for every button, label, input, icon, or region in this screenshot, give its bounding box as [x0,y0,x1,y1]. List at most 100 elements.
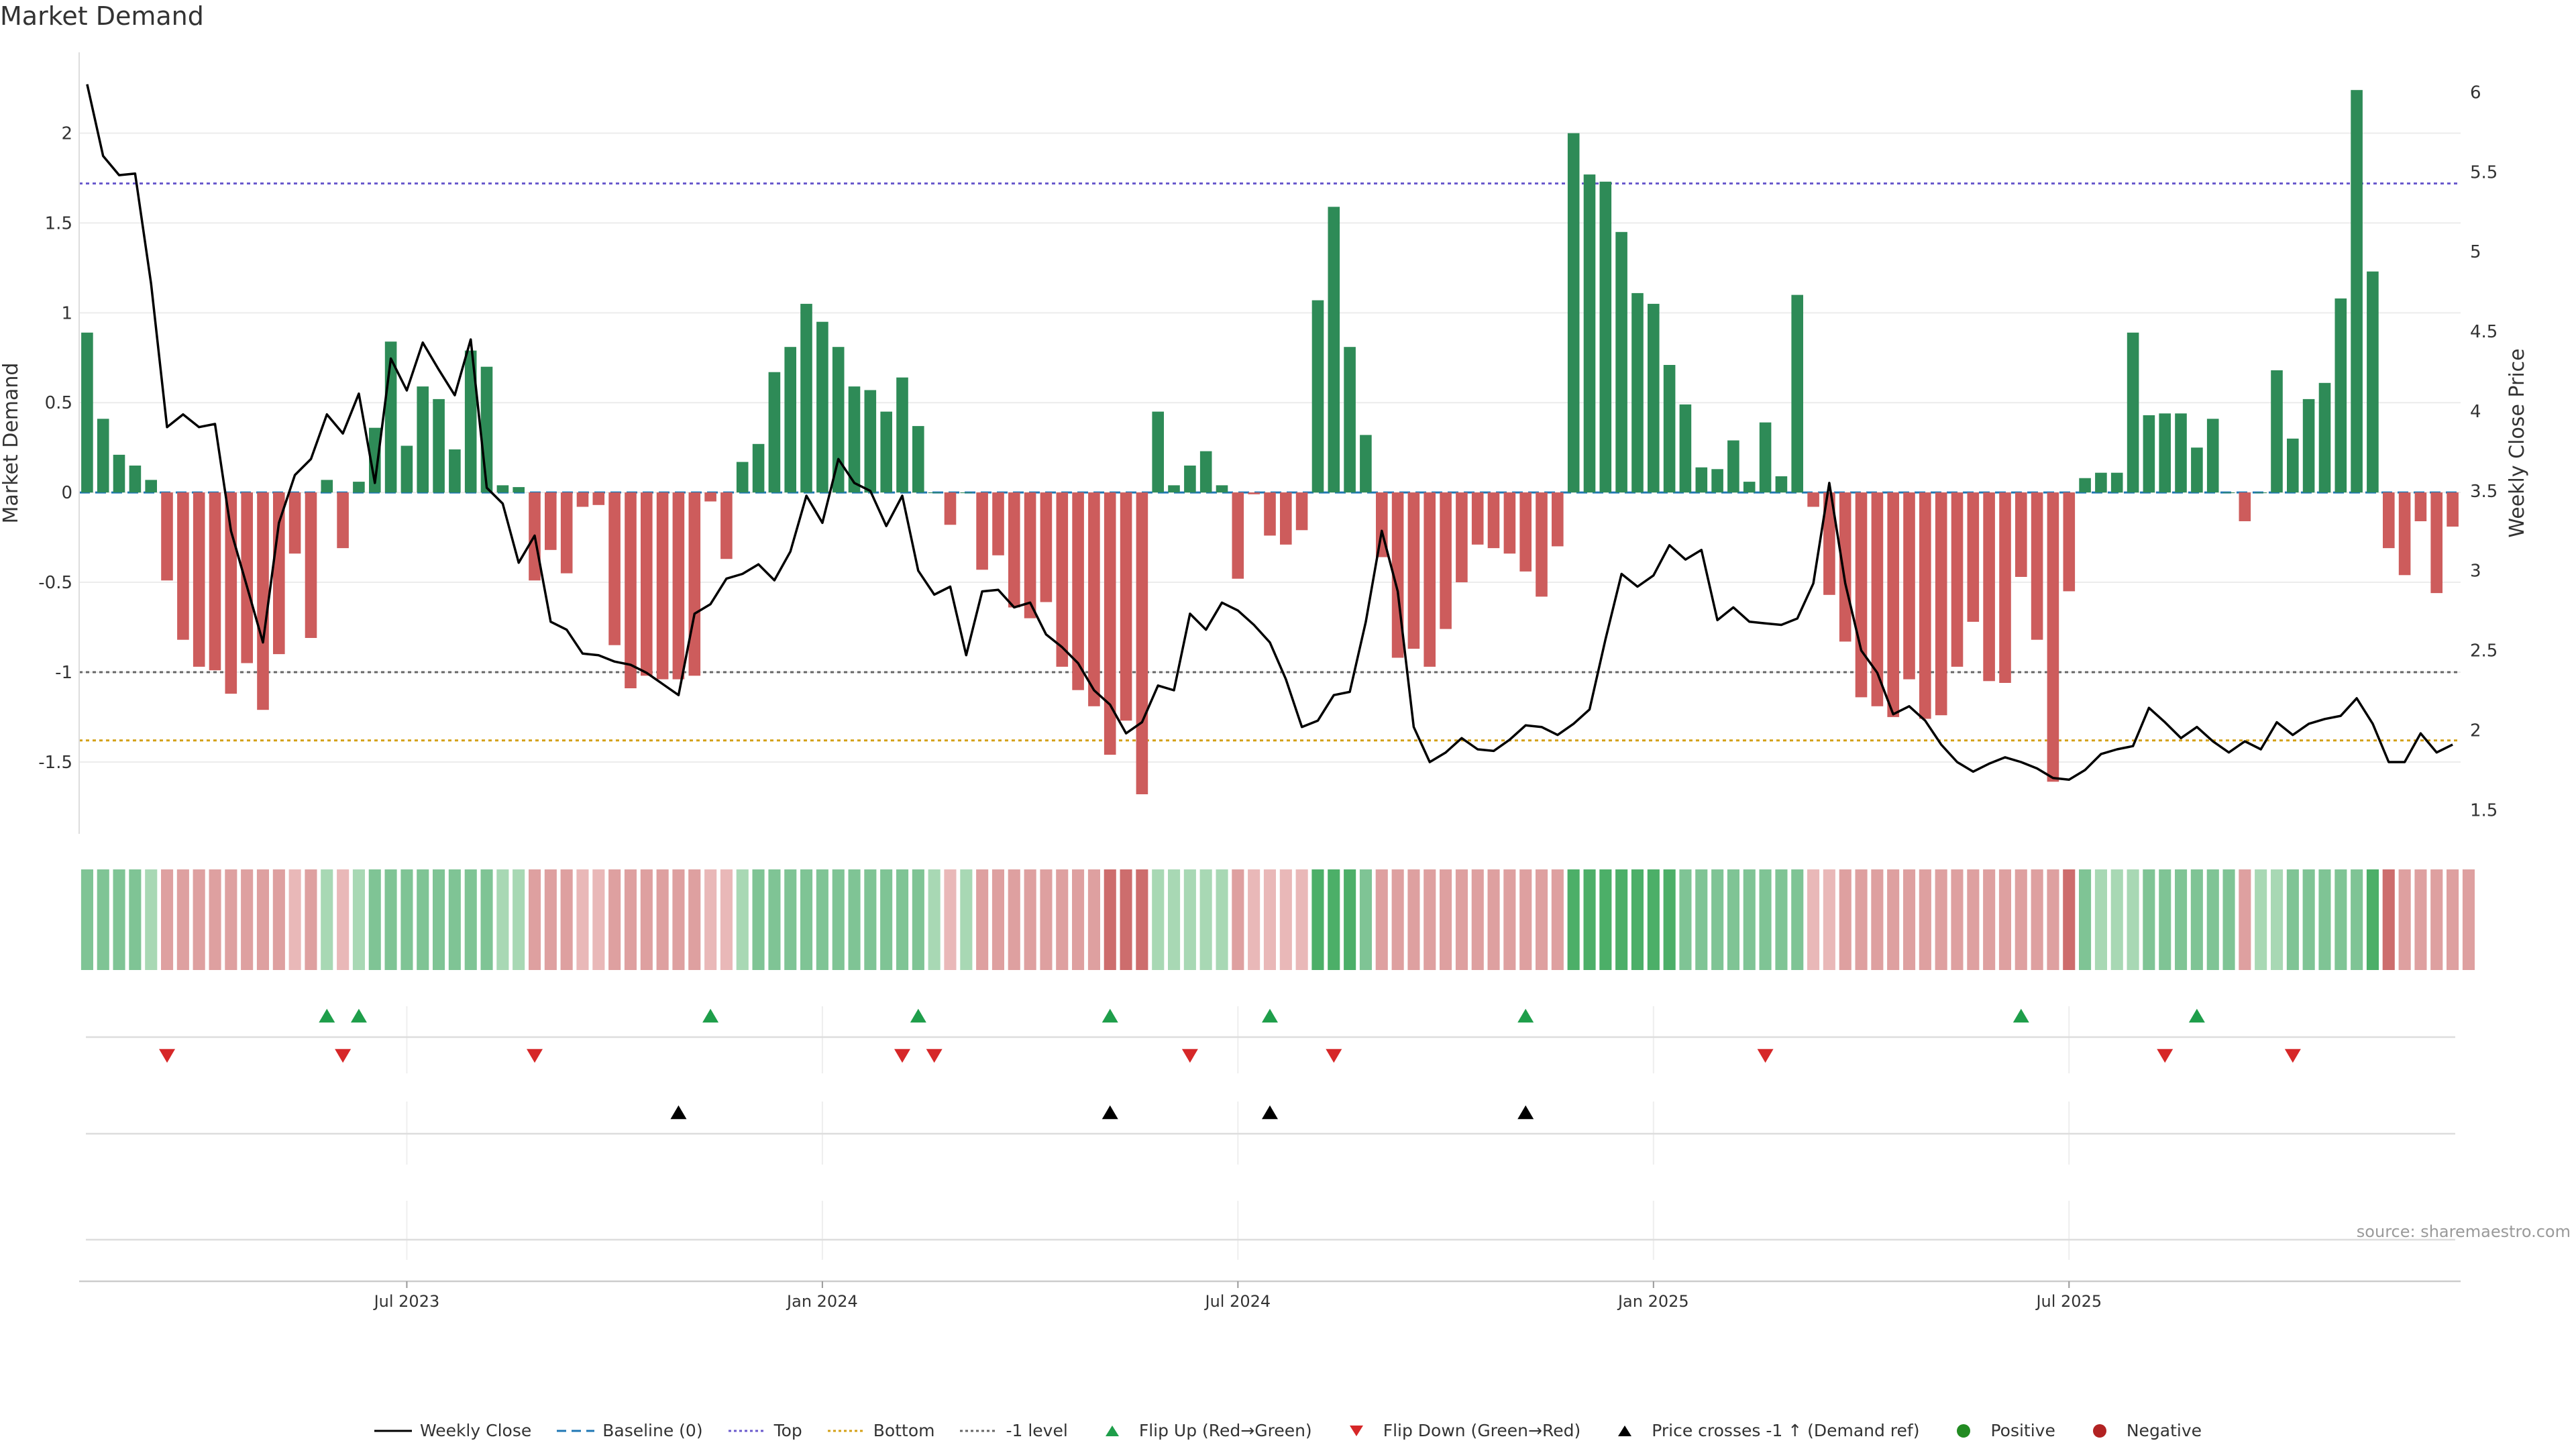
demand-bar [1807,492,1819,507]
demand-bar [2063,492,2076,592]
demand-bar [1295,492,1308,531]
flip-up-marker [910,1008,926,1023]
legend-label: Price crosses -1 ↑ (Demand ref) [1652,1421,1920,1440]
heat-cell [1344,869,1356,970]
heat-cell [1631,869,1644,970]
heat-cell [880,869,893,970]
flip-down-marker [335,1049,352,1063]
heat-cell [784,869,797,970]
heat-cell [2334,869,2347,970]
y-tick-label: 1.5 [45,213,72,233]
heat-cell [2175,869,2188,970]
flip-down-marker [894,1049,911,1063]
demand-bar [864,390,877,493]
heat-cell [1615,869,1628,970]
demand-bar [1152,411,1164,493]
y2-tick-label: 4 [2470,402,2481,422]
heat-cell [464,869,477,970]
legend-item-cross: Price crosses -1 ↑ (Demand ref) [1606,1421,1919,1440]
demand-bar [800,303,812,493]
demand-bar [2318,382,2331,493]
heat-cell [2190,869,2203,970]
price-cross-marker [670,1105,687,1120]
demand-bar [161,492,173,581]
flip-up-marker [2012,1008,2029,1023]
demand-bar [2127,332,2139,493]
heat-cell [2047,869,2059,970]
demand-bar [1536,492,1548,597]
heat-cell [352,869,365,970]
heat-cell [624,869,637,970]
demand-bar [720,492,733,559]
heat-cell [1663,869,1676,970]
demand-bar [1775,476,1788,493]
demand-bar [592,492,605,505]
demand-bar [288,492,301,554]
flip-up-marker [1262,1008,1278,1023]
legend-swatch [728,1424,766,1438]
heat-cell [1120,869,1132,970]
heat-cell [1711,869,1724,970]
heat-cell [448,869,461,970]
heat-cell [2159,869,2171,970]
demand-bar [1424,492,1436,667]
demand-bar [704,492,716,502]
legend-swatch [1093,1424,1131,1438]
demand-bar [992,492,1004,555]
heat-cell [2031,869,2043,970]
heat-cell [1152,869,1165,970]
price-cross-panel [86,1102,2455,1165]
heat-cell [560,869,573,970]
demand-bar [1008,492,1020,608]
demand-bar [2447,492,2459,527]
heat-cell [241,869,254,970]
demand-bar [1935,492,1947,716]
heat-cell [513,869,525,970]
heat-cell [1183,869,1196,970]
demand-heat-strip [80,869,2475,970]
heat-cell [960,869,973,970]
heat-cell [1359,869,1372,970]
demand-bar [2302,398,2315,493]
demand-bar [1136,492,1148,794]
heat-cell [768,869,781,970]
heat-cell [1919,869,1931,970]
demand-bar [1663,365,1676,493]
heat-cell [752,869,765,970]
demand-bar [1311,300,1324,493]
heat-cell [1072,869,1085,970]
heat-cell [2462,869,2475,970]
demand-bar [736,462,749,493]
demand-bar [2414,492,2427,521]
heat-cell [2255,869,2267,970]
y2-tick-label: 3 [2470,561,2481,582]
demand-bar [97,419,109,493]
demand-bar [1344,347,1356,493]
heat-cell [1935,869,1947,970]
legend-label: Weekly Close [419,1421,532,1440]
x-tick-label: Jul 2025 [2035,1292,2102,1311]
demand-bar [2110,472,2123,493]
flip-up-marker [1517,1008,1534,1023]
heat-cell [1679,869,1692,970]
heat-cell [1855,869,1868,970]
heat-cell [1871,869,1884,970]
demand-bar [2287,438,2299,493]
demand-bar [1503,492,1516,554]
heat-cell [1551,869,1564,970]
y2-tick-label: 2.5 [2470,641,2498,661]
source-note: source: sharemaestro.com [2356,1222,2571,1241]
demand-bar [1648,303,1660,493]
demand-bar [1567,133,1580,493]
heat-cell [1407,869,1420,970]
demand-bar [1184,466,1196,493]
demand-bar [433,398,445,493]
y-tick-label: 2 [61,124,72,144]
demand-bar [369,427,381,493]
heat-cell [2351,869,2363,970]
y2-tick-label: 2 [2470,720,2481,741]
y2-tick-label: 5 [2470,242,2481,262]
demand-bar [2079,478,2091,493]
demand-bar [1695,467,1708,493]
demand-bar [1727,440,1739,493]
